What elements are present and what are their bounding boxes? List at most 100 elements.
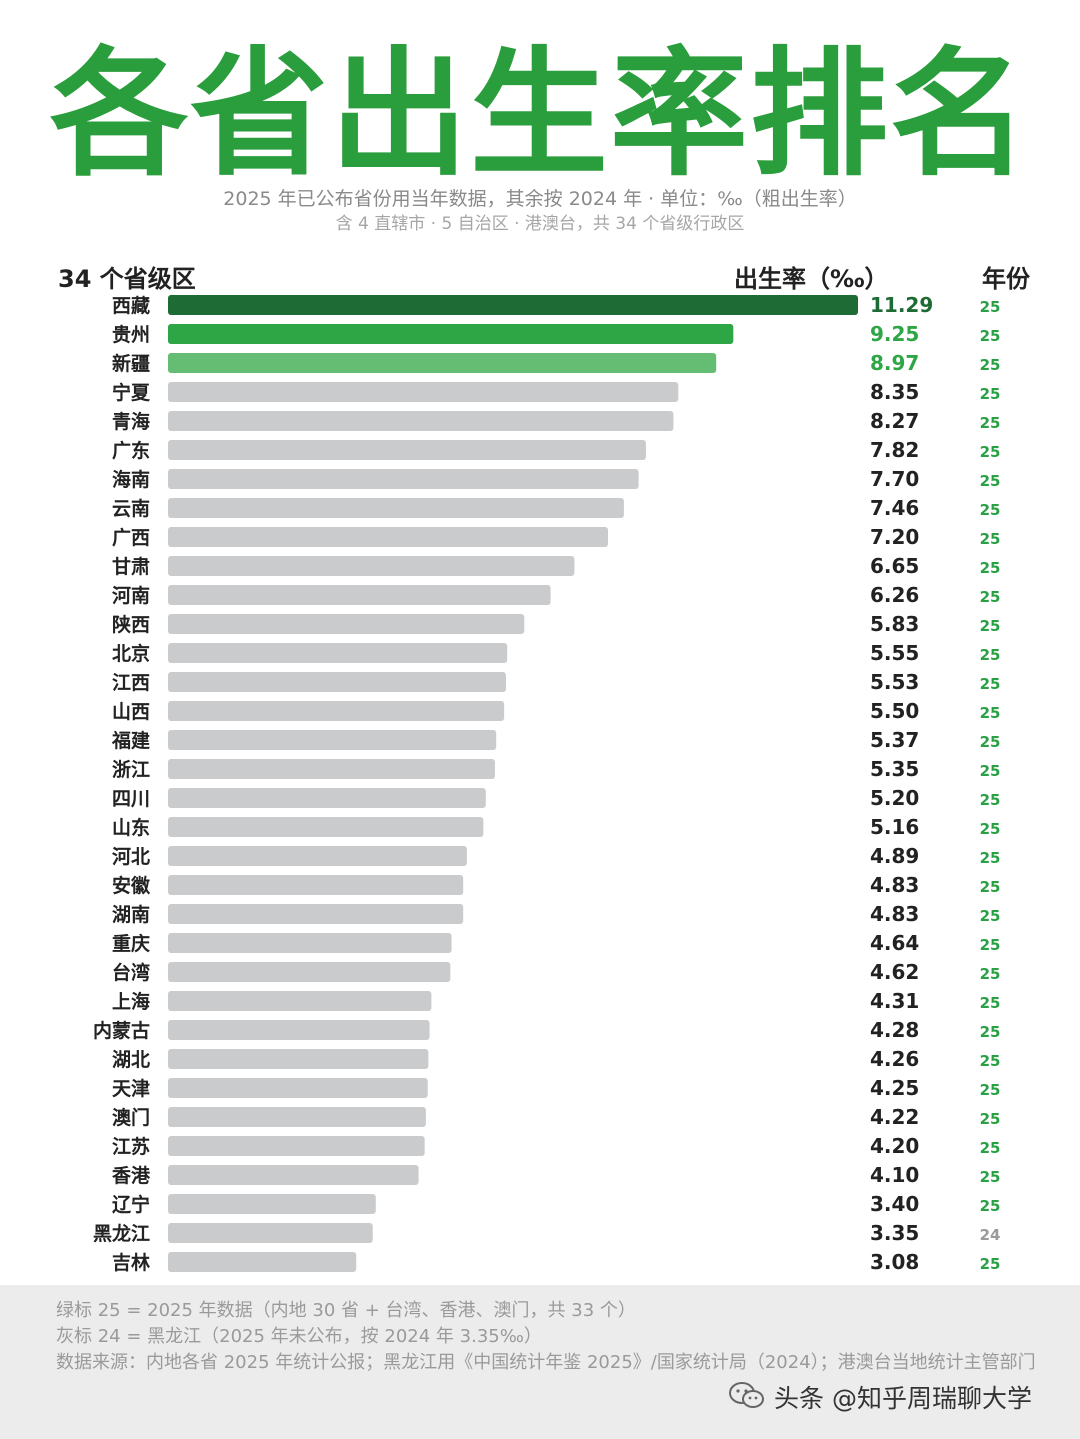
value-label: 7.82 — [870, 438, 919, 462]
value-label: 11.29 — [870, 293, 933, 317]
value-label: 5.50 — [870, 699, 919, 723]
year-label: 25 — [980, 530, 1001, 548]
year-label: 25 — [980, 1168, 1001, 1186]
bar — [168, 1078, 428, 1098]
bar — [168, 585, 551, 605]
year-label: 25 — [980, 385, 1001, 403]
year-label: 25 — [980, 791, 1001, 809]
category-label: 西藏 — [112, 294, 150, 317]
value-label: 5.55 — [870, 641, 919, 665]
year-label: 25 — [980, 849, 1001, 867]
category-label: 新疆 — [112, 352, 150, 375]
category-label: 甘肃 — [112, 555, 150, 578]
value-label: 4.31 — [870, 989, 919, 1013]
category-label: 台湾 — [112, 961, 150, 984]
category-label: 澳门 — [112, 1106, 150, 1129]
year-label: 25 — [980, 878, 1001, 896]
value-label: 4.64 — [870, 931, 919, 955]
bar — [168, 469, 639, 489]
value-label: 5.16 — [870, 815, 919, 839]
year-label: 25 — [980, 1197, 1001, 1215]
footer-notes: 绿标 25 = 2025 年数据（内地 30 省 + 台湾、香港、澳门，共 33… — [0, 1285, 1080, 1439]
category-label: 江西 — [112, 672, 150, 694]
bar — [168, 295, 858, 315]
year-label: 25 — [980, 994, 1001, 1012]
year-label: 25 — [980, 1023, 1001, 1041]
bar — [168, 1107, 426, 1127]
page-subtitle: 2025 年已公布省份用当年数据，其余按 2024 年 · 单位：‰（粗出生率） — [223, 188, 857, 210]
year-label: 25 — [980, 414, 1001, 432]
year-label: 25 — [980, 1081, 1001, 1099]
bar — [168, 759, 495, 779]
value-label: 4.10 — [870, 1163, 919, 1187]
bar — [168, 875, 464, 895]
category-label: 云南 — [112, 498, 150, 520]
year-label: 25 — [980, 1110, 1001, 1128]
wechat-icon — [728, 1381, 766, 1419]
value-label: 7.46 — [870, 496, 919, 520]
value-label: 4.28 — [870, 1018, 919, 1042]
category-label: 黑龙江 — [93, 1222, 150, 1245]
year-label: 25 — [980, 327, 1001, 345]
bar — [168, 701, 505, 721]
bar — [168, 324, 734, 344]
bar — [168, 904, 464, 924]
bar — [168, 527, 609, 547]
year-label: 25 — [980, 443, 1001, 461]
value-label: 3.35 — [870, 1221, 919, 1245]
year-label: 25 — [980, 675, 1001, 693]
value-label: 7.70 — [870, 467, 919, 491]
value-label: 3.08 — [870, 1250, 919, 1274]
column-header-rate: 出生率（‰） — [734, 265, 889, 293]
watermark-text: 头条 @知乎周瑞聊大学 — [774, 1384, 1032, 1413]
birth-rate-bar-chart: 西藏 11.29 25 贵州 9.25 25 新疆 8.97 25 宁夏 8.35 25 青海 8.27 2… — [93, 293, 1001, 1274]
category-label: 陕西 — [112, 613, 150, 636]
value-label: 4.83 — [870, 873, 919, 897]
value-label: 4.83 — [870, 902, 919, 926]
bar — [168, 846, 467, 866]
bar — [168, 817, 484, 837]
value-label: 4.25 — [870, 1076, 919, 1100]
footer-note-green-label: 绿标 25 = 2025 年数据（内地 30 省 + 台湾、香港、澳门，共 33… — [56, 1300, 636, 1321]
value-label: 4.20 — [870, 1134, 919, 1158]
value-label: 4.26 — [870, 1047, 919, 1071]
bar — [168, 382, 679, 402]
category-label: 重庆 — [112, 932, 150, 955]
category-label: 广西 — [112, 526, 150, 549]
category-label: 福建 — [111, 729, 150, 752]
year-label: 25 — [980, 356, 1001, 374]
bar — [168, 788, 486, 808]
category-label: 辽宁 — [112, 1193, 150, 1216]
category-label: 江苏 — [112, 1135, 150, 1158]
category-label: 安徽 — [112, 874, 151, 897]
bar — [168, 440, 646, 460]
value-label: 9.25 — [870, 322, 919, 346]
year-label: 25 — [980, 907, 1001, 925]
value-label: 4.89 — [870, 844, 919, 868]
year-label: 25 — [980, 298, 1001, 316]
bar — [168, 933, 452, 953]
bar — [168, 1252, 357, 1272]
value-label: 6.26 — [870, 583, 919, 607]
value-label: 5.83 — [870, 612, 919, 636]
value-label: 5.20 — [870, 786, 919, 810]
category-label: 浙江 — [112, 758, 150, 781]
bar — [168, 962, 451, 982]
year-label: 25 — [980, 472, 1001, 490]
category-label: 海南 — [112, 468, 150, 491]
category-label: 上海 — [112, 990, 150, 1013]
bar — [168, 672, 506, 692]
year-label: 25 — [980, 762, 1001, 780]
footer-note-source: 数据来源：内地各省 2025 年统计公报；黑龙江用《中国统计年鉴 2025》/国… — [56, 1352, 1036, 1373]
category-label: 湖南 — [112, 904, 150, 926]
year-label: 24 — [980, 1226, 1001, 1244]
category-label: 贵州 — [112, 324, 150, 346]
category-label: 广东 — [112, 439, 150, 462]
value-label: 6.65 — [870, 554, 919, 578]
bar — [168, 1223, 373, 1243]
year-label: 25 — [980, 965, 1001, 983]
bar — [168, 614, 525, 634]
year-label: 25 — [980, 1139, 1001, 1157]
value-label: 5.37 — [870, 728, 919, 752]
year-label: 25 — [980, 1052, 1001, 1070]
